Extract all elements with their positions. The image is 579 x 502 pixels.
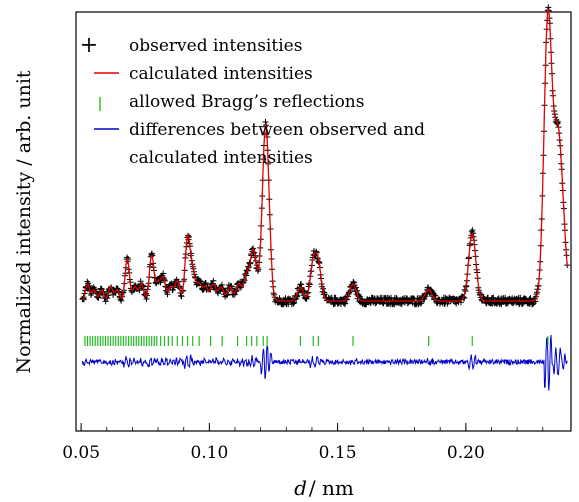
legend-label-calculated: calculated intensities (129, 64, 313, 84)
x-axis-label: d / nm (294, 476, 354, 500)
legend: + observed intensities calculated intens… (80, 33, 425, 168)
x-tick-label: 0.10 (190, 443, 228, 463)
legend-label-bragg: allowed Bragg’s reflections (129, 92, 364, 112)
bragg-reflections (84, 336, 549, 346)
legend-marker-observed: + (80, 33, 98, 58)
x-tick-label: 0.20 (447, 443, 485, 463)
plot-frame (75, 11, 572, 432)
legend-label-observed: observed intensities (129, 36, 302, 56)
x-axis-label-unit: / nm (309, 476, 354, 500)
legend-label-differences-line2: calculated intensities (129, 148, 313, 168)
x-tick-label: 0.05 (62, 443, 100, 463)
calculated-intensities-series (81, 8, 568, 302)
differences-series (81, 334, 568, 391)
x-axis-label-variable: d (294, 476, 307, 500)
x-tick-label: 0.15 (319, 443, 357, 463)
series-layer (79, 4, 571, 391)
legend-label-differences: differences between observed and (129, 120, 425, 140)
y-axis-label: Normalized intensity / arb. unit (13, 70, 35, 373)
x-axis: 0.05 0.10 0.15 0.20 (62, 423, 544, 463)
